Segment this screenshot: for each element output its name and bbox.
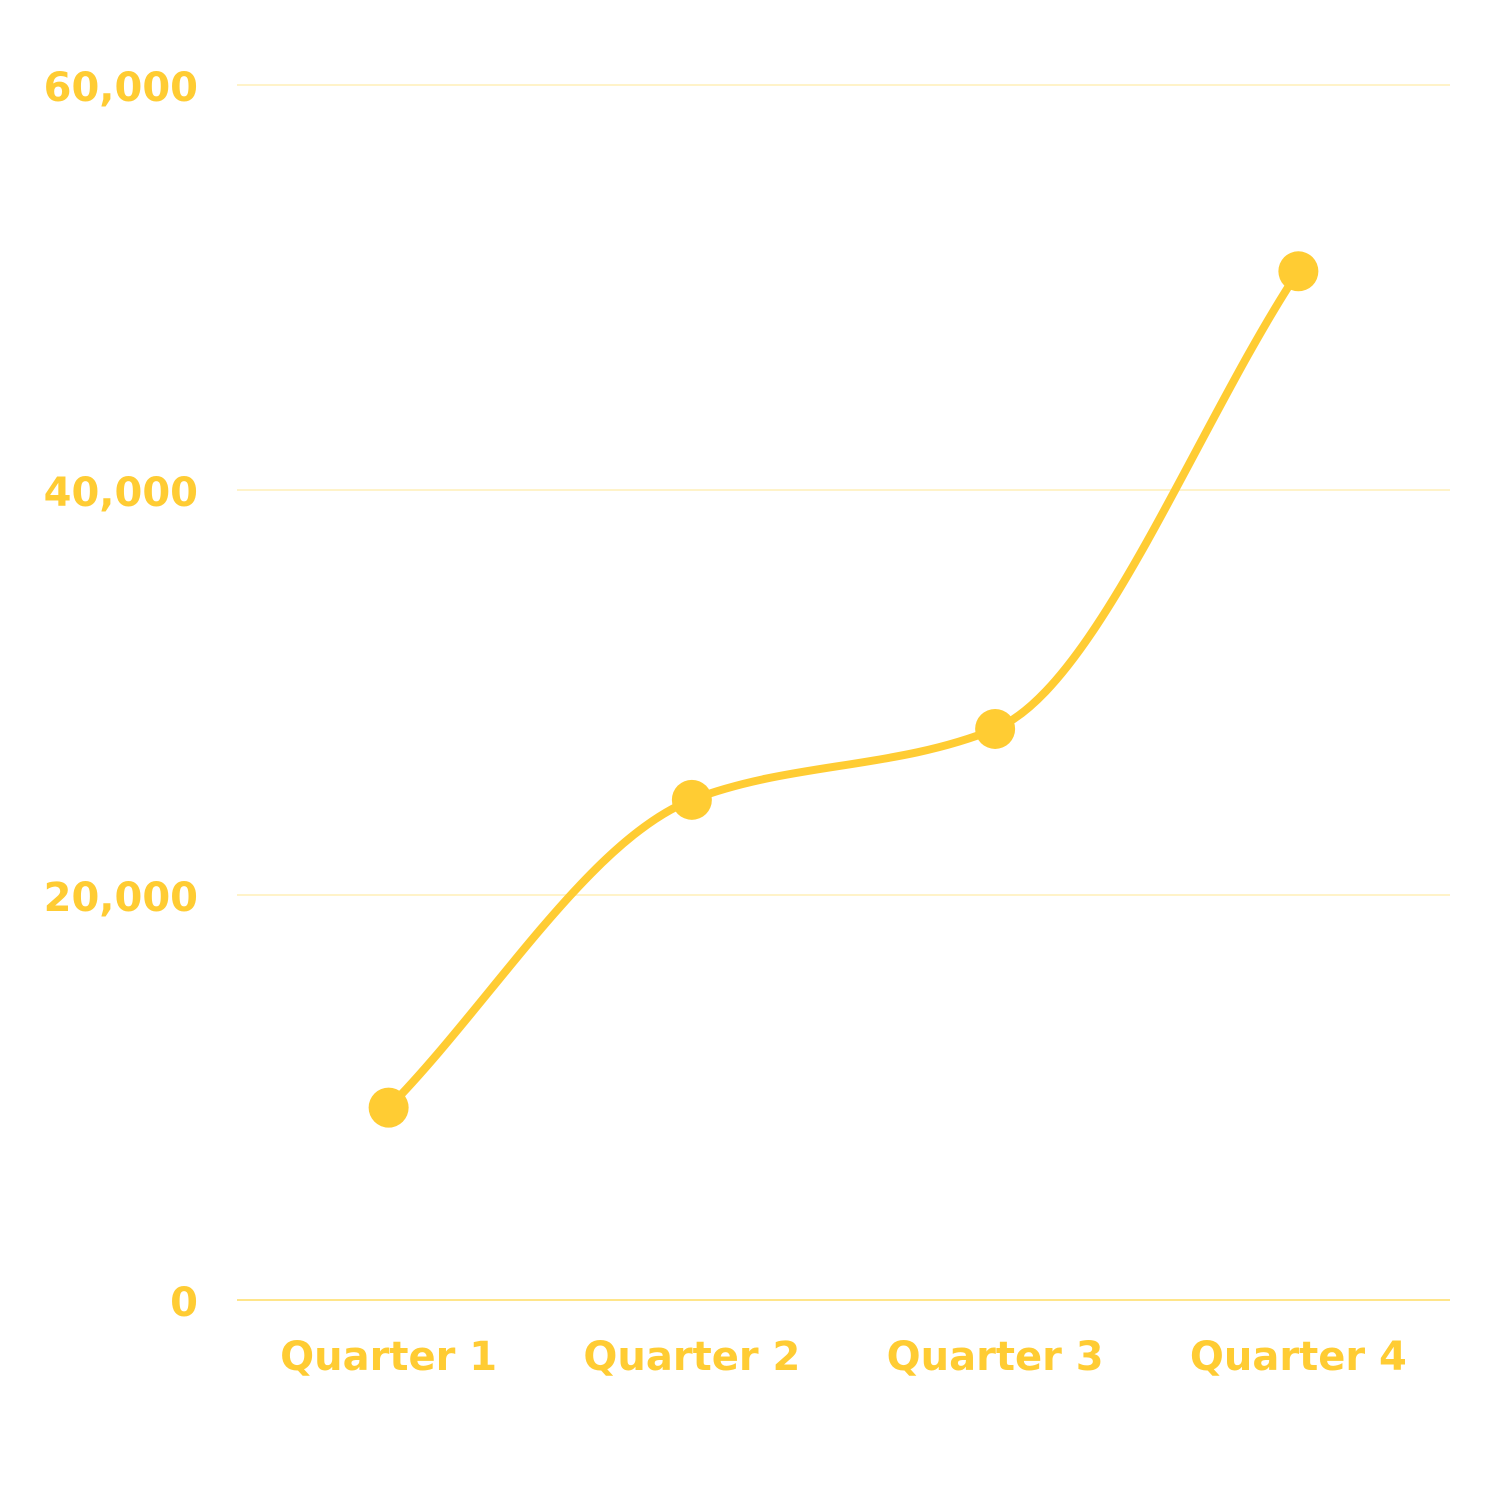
gridlines (237, 84, 1450, 1301)
x-tick-label: Quarter 2 (583, 1334, 800, 1380)
data-point[interactable] (368, 1087, 409, 1128)
data-point[interactable] (1278, 251, 1319, 292)
y-axis: 0 20,000 40,000 60,000 (44, 65, 198, 1326)
series-line (384, 267, 1303, 1112)
x-axis: Quarter 1 Quarter 2 Quarter 3 Quarter 4 (280, 1334, 1407, 1380)
y-tick-label: 20,000 (44, 875, 198, 921)
y-tick-label: 60,000 (44, 65, 198, 111)
x-tick-label: Quarter 3 (887, 1334, 1104, 1380)
data-point[interactable] (671, 779, 712, 820)
data-point[interactable] (975, 708, 1016, 749)
x-tick-label: Quarter 1 (280, 1334, 497, 1380)
x-tick-label: Quarter 4 (1190, 1334, 1407, 1380)
y-tick-label: 0 (170, 1280, 198, 1326)
series-layer (368, 251, 1319, 1128)
y-tick-label: 40,000 (44, 470, 198, 516)
